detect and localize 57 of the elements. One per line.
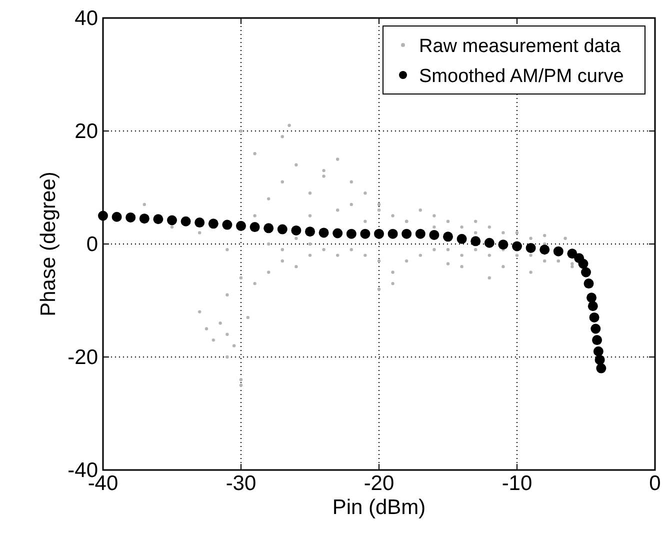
y-tick-label: -20 — [68, 346, 98, 369]
point — [388, 228, 398, 239]
point — [586, 292, 597, 303]
point — [236, 220, 246, 231]
y-tick-label: 40 — [74, 7, 98, 30]
legend-label: Raw measurement data — [419, 36, 622, 57]
point — [332, 228, 343, 238]
point — [456, 234, 467, 244]
point — [429, 230, 440, 240]
point — [305, 226, 315, 237]
y-axis-title: Phase (degree) — [37, 172, 60, 316]
point — [360, 228, 370, 239]
point — [596, 363, 606, 374]
point — [346, 228, 356, 239]
x-tick-label: 0 — [649, 472, 661, 495]
x-axis-title: Pin (dBm) — [332, 496, 426, 519]
point — [553, 246, 564, 256]
x-tick-label: -30 — [226, 472, 256, 495]
point — [498, 240, 508, 250]
point — [584, 278, 594, 289]
legend-label: Smoothed AM/PM curve — [419, 66, 624, 87]
point — [588, 301, 598, 312]
point — [512, 241, 522, 252]
point — [540, 244, 550, 255]
point — [593, 346, 604, 356]
point — [589, 312, 600, 322]
point — [208, 218, 218, 229]
point — [194, 218, 205, 228]
point — [180, 216, 191, 226]
point — [277, 224, 288, 234]
point — [126, 212, 136, 222]
point — [594, 354, 605, 365]
x-tick-label: -20 — [364, 472, 394, 495]
y-tick-label: 20 — [74, 120, 98, 143]
point — [470, 236, 481, 246]
point — [318, 228, 329, 238]
point — [291, 225, 302, 236]
point — [578, 258, 588, 269]
point — [526, 242, 536, 253]
point — [590, 324, 601, 334]
point — [592, 335, 602, 346]
point — [139, 214, 150, 224]
point — [374, 228, 384, 239]
point — [112, 212, 122, 222]
point — [581, 267, 591, 278]
y-tick-label: 0 — [86, 233, 98, 256]
point — [153, 214, 164, 224]
point — [250, 222, 260, 232]
point — [402, 228, 412, 239]
x-tick-label: -10 — [502, 472, 532, 495]
point — [264, 223, 274, 234]
point — [484, 238, 494, 248]
point — [443, 232, 453, 242]
point — [222, 220, 232, 230]
point — [415, 228, 426, 239]
point — [567, 248, 578, 259]
point — [167, 215, 177, 226]
